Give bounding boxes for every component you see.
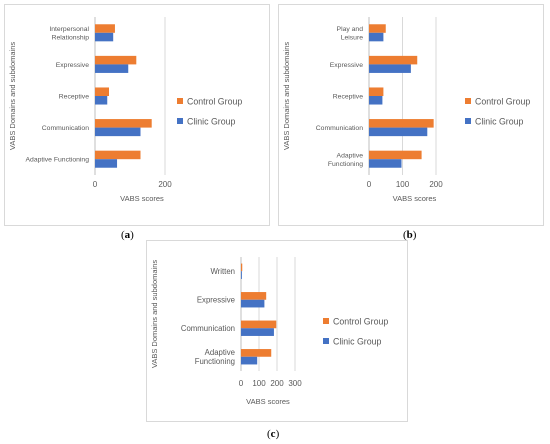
category-label-b-2: Receptive [333, 93, 363, 100]
bar-control-a-2 [95, 87, 109, 96]
category-label-b-1: Communication [316, 125, 363, 132]
legend-swatch-c-0 [323, 318, 329, 324]
x-axis-title-c: VABS scores [246, 397, 290, 406]
legend-swatch-b-1 [465, 118, 471, 124]
caption-a-letter: a [124, 229, 131, 241]
bar-control-b-0 [369, 150, 422, 160]
bar-control-a-0 [95, 150, 141, 160]
bar-clinic-b-2 [369, 96, 383, 105]
bar-clinic-b-1 [369, 127, 428, 137]
bar-clinic-c-0 [241, 356, 258, 365]
category-label-a-1: Communication [42, 125, 89, 132]
bar-clinic-a-4 [95, 32, 114, 42]
category-label-b-3: Expressive [330, 62, 363, 69]
bar-control-a-3 [95, 55, 137, 65]
legend-label-a-0: Control Group [187, 97, 242, 107]
chart-panel-a: Adaptive Functioning Communication Recepti… [4, 4, 270, 226]
category-label-c-2: Expressive [197, 295, 235, 304]
legend-label-c-1: Clinic Group [333, 337, 382, 347]
y-axis-title-a: VABS Domains and subdomains [8, 42, 17, 151]
bar-clinic-c-2 [241, 299, 265, 308]
tick-label-c-3: 300 [288, 379, 302, 388]
bar-clinic-a-0 [95, 159, 118, 168]
tick-label-b-0: 0 [367, 180, 372, 189]
bar-clinic-b-3 [369, 64, 411, 73]
caption-a: (a) [121, 229, 134, 241]
bar-control-c-2 [241, 292, 267, 300]
category-label-a-2: Receptive [59, 93, 89, 100]
bar-clinic-c-3 [241, 271, 242, 279]
legend-swatch-a-1 [177, 118, 183, 124]
y-axis-title-b: VABS Domains and subdomains [282, 42, 291, 151]
legend-swatch-b-0 [465, 98, 471, 104]
tick-label-c-0: 0 [239, 379, 244, 388]
chart-b: Adaptive Functioning Communication Receptiv… [282, 17, 530, 203]
chart-c: Adaptive Functioning Communication Expressi… [150, 257, 388, 406]
category-label-b-0: Adaptive Functioning [328, 152, 363, 167]
x-axis-title-b: VABS scores [393, 194, 437, 203]
caption-b-letter: b [406, 229, 413, 241]
bar-clinic-a-1 [95, 127, 141, 137]
chart-panel-c: Adaptive Functioning Communication Expressi… [146, 240, 408, 422]
bar-control-a-1 [95, 119, 152, 128]
bar-clinic-a-3 [95, 64, 129, 73]
caption-b: (b) [403, 229, 417, 241]
tick-label-a-1: 200 [158, 180, 172, 189]
caption-c: (c) [267, 428, 280, 440]
bar-control-c-0 [241, 349, 272, 357]
legend-swatch-a-0 [177, 98, 183, 104]
y-axis-title-c: VABS Domains and subdomains [150, 260, 159, 369]
category-label-a-3: Expressive [56, 62, 89, 69]
tick-label-b-1: 100 [396, 180, 410, 189]
bar-control-b-3 [369, 55, 418, 65]
bar-control-b-1 [369, 119, 434, 128]
bar-clinic-c-1 [241, 328, 274, 336]
bar-control-b-2 [369, 87, 384, 96]
category-label-c-3: Written [210, 267, 235, 276]
bar-clinic-b-0 [369, 159, 402, 168]
chart-a: Adaptive Functioning Communication Recepti… [8, 17, 242, 203]
legend-swatch-c-1 [323, 338, 329, 344]
bar-clinic-a-2 [95, 96, 108, 105]
legend-label-a-1: Clinic Group [187, 117, 236, 127]
bar-control-c-1 [241, 320, 277, 329]
chart-panel-b: Adaptive Functioning Communication Receptiv… [278, 4, 544, 226]
caption-c-letter: c [270, 428, 276, 440]
bar-clinic-b-4 [369, 32, 384, 42]
category-label-c-0: Adaptive Functioning [195, 348, 235, 366]
bar-control-c-3 [241, 263, 243, 272]
legend-label-b-1: Clinic Group [475, 117, 524, 127]
bar-control-a-4 [95, 24, 115, 33]
legend-label-b-0: Control Group [475, 97, 530, 107]
x-axis-title-a: VABS scores [120, 194, 164, 203]
category-label-c-1: Communication [181, 324, 235, 333]
tick-label-c-1: 100 [252, 379, 266, 388]
category-label-a-4: Interpersonal Relationship [49, 26, 89, 41]
legend-label-c-0: Control Group [333, 317, 388, 327]
category-label-a-0: Adaptive Functioning [26, 157, 90, 164]
category-label-b-4: Play and Leisure [337, 26, 364, 41]
tick-label-a-0: 0 [93, 180, 98, 189]
tick-label-b-2: 200 [429, 180, 443, 189]
tick-label-c-2: 200 [270, 379, 284, 388]
bar-control-b-4 [369, 24, 386, 33]
